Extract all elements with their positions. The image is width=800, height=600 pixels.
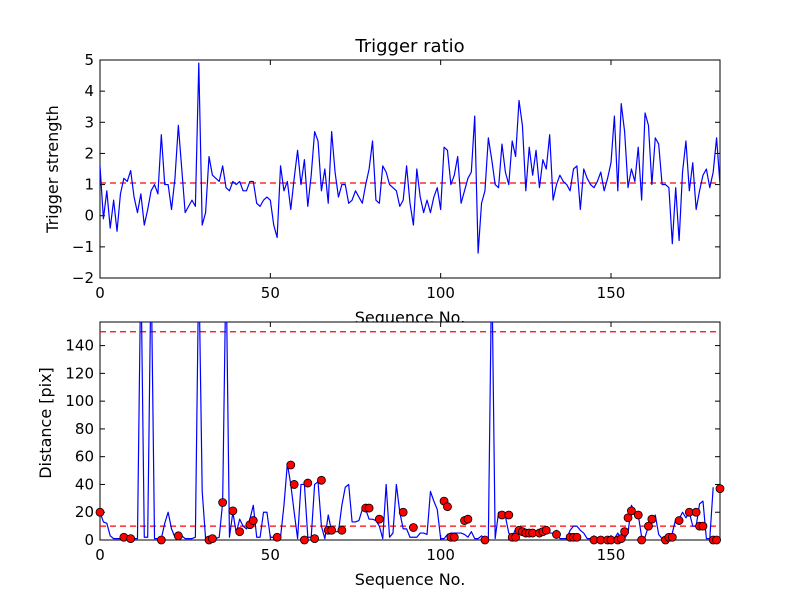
bottom-data-point bbox=[443, 502, 452, 512]
top-series-line bbox=[100, 62, 720, 254]
bottom-x-tick-label: 50 bbox=[261, 546, 280, 564]
bottom-y-tick-label: 80 bbox=[75, 420, 94, 438]
bottom-data-point bbox=[409, 523, 418, 532]
bottom-data-point bbox=[95, 507, 105, 517]
bottom-plot-frame bbox=[99, 321, 721, 541]
bottom-data-point bbox=[463, 514, 473, 524]
bottom-y-tick-label: 0 bbox=[84, 531, 94, 549]
bottom-data-point bbox=[248, 516, 258, 525]
bottom-x-tick-label: 150 bbox=[597, 546, 626, 564]
bottom-data-point bbox=[552, 530, 561, 539]
top-y-axis-label: Trigger strength bbox=[43, 105, 62, 234]
bottom-data-point bbox=[637, 535, 647, 545]
bottom-data-point bbox=[712, 535, 721, 545]
chart-title: Trigger ratio bbox=[354, 36, 464, 57]
bottom-y-axis-label: Distance [pix] bbox=[36, 367, 55, 479]
top-x-tick-label: 50 bbox=[261, 284, 280, 302]
bottom-data-point bbox=[286, 460, 296, 470]
bottom-data-point bbox=[398, 507, 408, 517]
bottom-data-point bbox=[374, 514, 384, 524]
bottom-y-tick-label: 140 bbox=[65, 337, 94, 355]
top-y-tick-label: 4 bbox=[84, 82, 94, 100]
bottom-x-axis-label: Sequence No. bbox=[355, 570, 466, 589]
bottom-data-point bbox=[317, 475, 326, 485]
top-y-tick-label: 3 bbox=[84, 113, 94, 131]
bottom-y-tick-label: 120 bbox=[65, 364, 94, 382]
bottom-data-point bbox=[289, 480, 299, 489]
bottom-data-point bbox=[623, 513, 633, 523]
bottom-x-tick-label: 100 bbox=[426, 546, 455, 564]
bottom-data-point bbox=[698, 521, 708, 531]
top-y-tick-label: −1 bbox=[72, 238, 94, 256]
bottom-data-point bbox=[272, 532, 282, 542]
bottom-data-point bbox=[715, 484, 725, 494]
bottom-data-point bbox=[218, 498, 228, 507]
bottom-data-point bbox=[633, 510, 643, 520]
top-y-tick-label: 0 bbox=[84, 207, 94, 225]
bottom-data-point bbox=[327, 525, 337, 535]
bottom-data-point bbox=[647, 514, 657, 524]
bottom-data-point bbox=[667, 532, 677, 542]
top-y-tick-label: −2 bbox=[72, 269, 94, 287]
bottom-data-point bbox=[504, 510, 514, 520]
bottom-data-point bbox=[674, 516, 684, 525]
bottom-subplot: 0 50 100 150 0 20 40 60 80 100 120 140 Sequence No.… bbox=[36, 321, 725, 589]
bottom-data-point bbox=[511, 532, 521, 542]
bottom-data-point bbox=[644, 521, 653, 531]
top-y-tick-label: 1 bbox=[84, 176, 94, 194]
bottom-data-point bbox=[235, 527, 245, 537]
bottom-data-point bbox=[156, 535, 166, 545]
bottom-data-point bbox=[572, 532, 582, 542]
bottom-data-point bbox=[449, 532, 459, 542]
bottom-data-point bbox=[310, 534, 320, 544]
bottom-y-tick-label: 20 bbox=[75, 503, 94, 521]
bottom-y-tick-label: 40 bbox=[75, 475, 94, 493]
bottom-data-point bbox=[303, 478, 313, 488]
bottom-data-point bbox=[173, 531, 183, 541]
top-x-tick-label: 0 bbox=[95, 284, 105, 302]
bottom-data-point bbox=[364, 503, 374, 513]
bottom-y-tick-label: 60 bbox=[75, 448, 94, 466]
bottom-x-tick-label: 0 bbox=[95, 546, 105, 564]
bottom-data-point bbox=[616, 534, 626, 544]
bottom-data-point bbox=[337, 525, 347, 535]
top-x-tick-label: 100 bbox=[426, 284, 455, 302]
bottom-data-point bbox=[691, 507, 701, 517]
bottom-data-point bbox=[208, 534, 217, 544]
bottom-data-point bbox=[228, 506, 238, 516]
top-y-tick-label: 5 bbox=[84, 51, 94, 69]
bottom-data-point bbox=[620, 527, 630, 537]
bottom-data-point bbox=[126, 534, 136, 544]
bottom-data-point bbox=[299, 535, 309, 545]
bottom-data-point bbox=[480, 535, 490, 545]
bottom-data-point bbox=[541, 525, 551, 535]
top-y-tick-label: 2 bbox=[84, 144, 94, 162]
bottom-data-point bbox=[627, 506, 636, 516]
top-x-tick-label: 150 bbox=[597, 284, 626, 302]
bottom-y-tick-label: 100 bbox=[65, 392, 94, 410]
